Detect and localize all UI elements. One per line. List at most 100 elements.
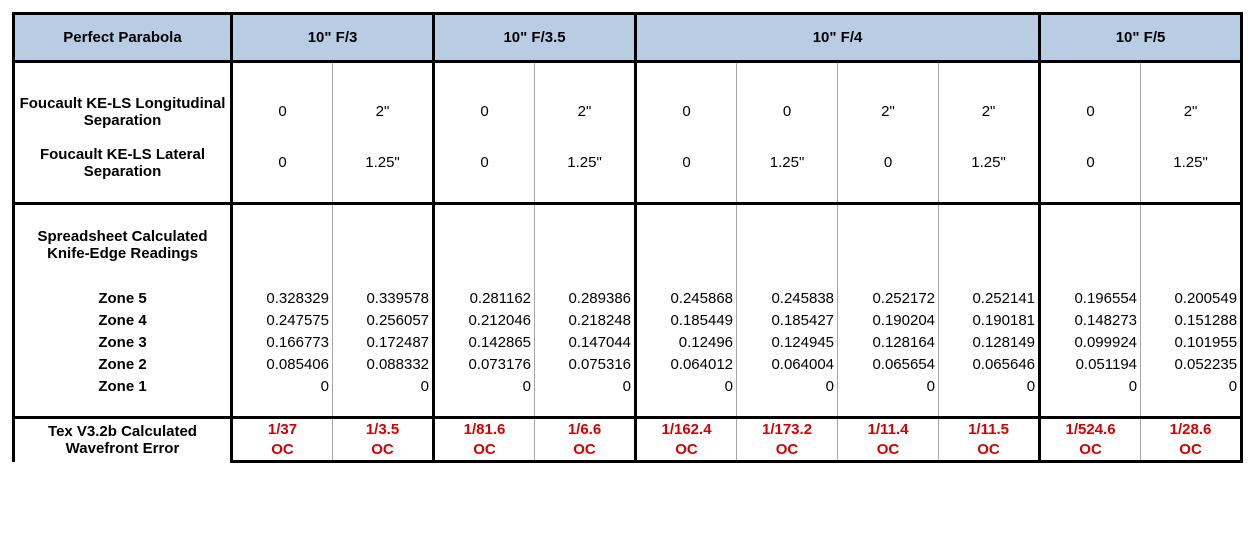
cell: 0.065654 — [838, 354, 939, 376]
error-cell: 1/28.6 — [1141, 418, 1242, 440]
cell: 0.281162 — [434, 288, 535, 310]
cell: 0.339578 — [333, 288, 434, 310]
foucault-table: Perfect Parabola 10" F/3 10" F/3.5 10" F… — [12, 12, 1243, 463]
cell: 2" — [838, 82, 939, 142]
cell: 0.185449 — [636, 310, 737, 332]
cell: 0 — [232, 142, 333, 184]
spacer-row — [14, 266, 1242, 288]
cell: 1.25" — [333, 142, 434, 184]
cell: 1.25" — [939, 142, 1040, 184]
zone-row: Zone 5 0.328329 0.339578 0.281162 0.2893… — [14, 288, 1242, 310]
cell: 0.064012 — [636, 354, 737, 376]
error-cell: 1/3.5 — [333, 418, 434, 440]
error-cell: OC — [1141, 440, 1242, 462]
cell: 0.065646 — [939, 354, 1040, 376]
header-group-f3: 10" F/3 — [232, 14, 434, 62]
header-group-f5: 10" F/5 — [1040, 14, 1242, 62]
cell: 0.124945 — [737, 332, 838, 354]
knife-edge-heading-row: Spreadsheet Calculated Knife-Edge Readin… — [14, 224, 1242, 266]
cell: 0 — [737, 82, 838, 142]
cell: 0.252141 — [939, 288, 1040, 310]
zone-row: Zone 2 0.085406 0.088332 0.073176 0.0753… — [14, 354, 1242, 376]
row-label: Tex V3.2b Calculated Wavefront Error — [14, 418, 232, 462]
error-cell: 1/81.6 — [434, 418, 535, 440]
cell: 0 — [636, 82, 737, 142]
cell: 0 — [636, 376, 737, 398]
cell: 0.052235 — [1141, 354, 1242, 376]
cell: 0.185427 — [737, 310, 838, 332]
cell: 0.128164 — [838, 332, 939, 354]
cell: 0.075316 — [535, 354, 636, 376]
cell: 0.218248 — [535, 310, 636, 332]
cell: 0 — [1040, 82, 1141, 142]
cell: 0.088332 — [333, 354, 434, 376]
error-cell: 1/11.5 — [939, 418, 1040, 440]
cell: 0.085406 — [232, 354, 333, 376]
cell: 0.245838 — [737, 288, 838, 310]
error-cell: 1/524.6 — [1040, 418, 1141, 440]
zone-label: Zone 2 — [14, 354, 232, 376]
cell: 0.190181 — [939, 310, 1040, 332]
cell: 2" — [535, 82, 636, 142]
cell: 0 — [434, 376, 535, 398]
zone-label: Zone 4 — [14, 310, 232, 332]
cell: 0.245868 — [636, 288, 737, 310]
cell: 2" — [1141, 82, 1242, 142]
cell: 0 — [737, 376, 838, 398]
cell: 0 — [1141, 376, 1242, 398]
zone-label: Zone 5 — [14, 288, 232, 310]
cell: 0.099924 — [1040, 332, 1141, 354]
cell: 0.256057 — [333, 310, 434, 332]
cell: 0.051194 — [1040, 354, 1141, 376]
zone-label: Zone 3 — [14, 332, 232, 354]
error-cell: 1/173.2 — [737, 418, 838, 440]
cell: 0 — [535, 376, 636, 398]
cell: 0 — [636, 142, 737, 184]
spacer-row — [14, 62, 1242, 82]
error-cell: OC — [737, 440, 838, 462]
table-header-row: Perfect Parabola 10" F/3 10" F/3.5 10" F… — [14, 14, 1242, 62]
cell: 0.247575 — [232, 310, 333, 332]
zone-label: Zone 1 — [14, 376, 232, 398]
cell: 1.25" — [535, 142, 636, 184]
cell: 0.196554 — [1040, 288, 1141, 310]
error-cell: 1/11.4 — [838, 418, 939, 440]
header-label: Perfect Parabola — [14, 14, 232, 62]
cell: 0.166773 — [232, 332, 333, 354]
error-cell: OC — [434, 440, 535, 462]
error-cell: OC — [636, 440, 737, 462]
cell: 0.172487 — [333, 332, 434, 354]
cell: 0.200549 — [1141, 288, 1242, 310]
section-heading: Spreadsheet Calculated Knife-Edge Readin… — [14, 224, 232, 266]
cell: 0.328329 — [232, 288, 333, 310]
error-cell: OC — [333, 440, 434, 462]
cell: 1.25" — [1141, 142, 1242, 184]
cell: 0 — [333, 376, 434, 398]
cell: 1.25" — [737, 142, 838, 184]
cell: 0 — [232, 376, 333, 398]
cell: 0.147044 — [535, 332, 636, 354]
wavefront-error-row: Tex V3.2b Calculated Wavefront Error 1/3… — [14, 418, 1242, 440]
zone-row: Zone 3 0.166773 0.172487 0.142865 0.1470… — [14, 332, 1242, 354]
error-cell: 1/162.4 — [636, 418, 737, 440]
cell: 0 — [434, 82, 535, 142]
cell: 0.064004 — [737, 354, 838, 376]
header-group-f4: 10" F/4 — [636, 14, 1040, 62]
lateral-separation-row: Foucault KE-LS Lateral Separation 0 1.25… — [14, 142, 1242, 184]
cell: 2" — [333, 82, 434, 142]
cell: 0.142865 — [434, 332, 535, 354]
spacer-row — [14, 204, 1242, 224]
error-cell: OC — [838, 440, 939, 462]
zone-row: Zone 1 0 0 0 0 0 0 0 0 0 0 — [14, 376, 1242, 398]
cell: 0.212046 — [434, 310, 535, 332]
cell: 0.073176 — [434, 354, 535, 376]
longitudinal-separation-row: Foucault KE-LS Longitudinal Separation 0… — [14, 82, 1242, 142]
cell: 0 — [838, 376, 939, 398]
error-cell: OC — [232, 440, 333, 462]
cell: 0 — [939, 376, 1040, 398]
cell: 0.252172 — [838, 288, 939, 310]
error-cell: 1/6.6 — [535, 418, 636, 440]
cell: 0 — [838, 142, 939, 184]
cell: 0.148273 — [1040, 310, 1141, 332]
error-cell: 1/37 — [232, 418, 333, 440]
